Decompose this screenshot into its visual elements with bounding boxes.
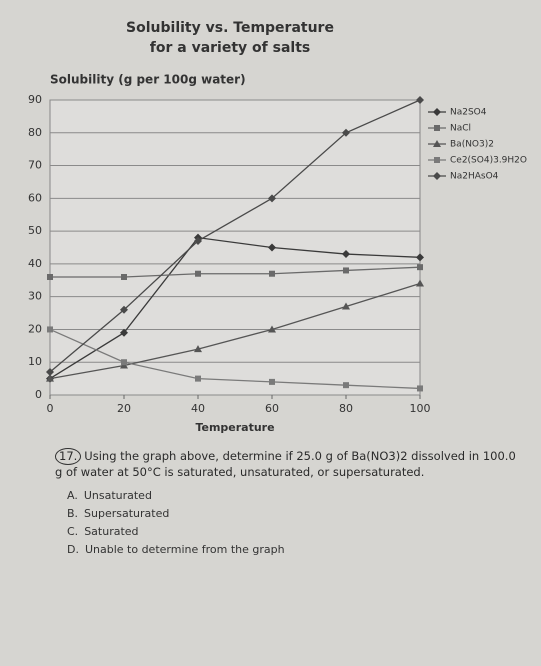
option[interactable]: C. Saturated bbox=[55, 524, 525, 539]
marker bbox=[195, 375, 201, 382]
marker bbox=[47, 274, 53, 280]
marker bbox=[417, 264, 423, 271]
option-text: Supersaturated bbox=[84, 507, 170, 520]
marker bbox=[268, 243, 276, 252]
marker bbox=[343, 382, 349, 389]
x-tick-label: 60 bbox=[265, 402, 279, 415]
plot-area bbox=[49, 99, 421, 396]
marker bbox=[46, 374, 54, 382]
marker bbox=[121, 359, 127, 366]
option[interactable]: B. Supersaturated bbox=[55, 506, 525, 521]
y-tick-label: 0 bbox=[35, 388, 42, 401]
x-tick-label: 100 bbox=[410, 402, 431, 415]
marker bbox=[268, 325, 276, 333]
legend-label: NaCl bbox=[450, 124, 471, 134]
marker bbox=[268, 194, 276, 203]
legend-label: Ce2(SO4)3.9H2O bbox=[450, 156, 527, 166]
option-letter: B. bbox=[67, 507, 79, 520]
series-line bbox=[50, 266, 421, 278]
marker bbox=[47, 326, 53, 333]
marker bbox=[434, 157, 440, 163]
y-axis-label: Solubility (g per 100g water) bbox=[50, 73, 246, 87]
marker bbox=[195, 270, 201, 277]
option-letter: C. bbox=[67, 525, 79, 538]
x-tick-label: 0 bbox=[47, 402, 54, 415]
option-letter: A. bbox=[67, 489, 78, 502]
x-tick-label: 20 bbox=[117, 402, 131, 415]
marker bbox=[46, 368, 54, 377]
option-text: Unable to determine from the graph bbox=[84, 543, 285, 556]
option-text: Saturated bbox=[84, 525, 139, 538]
marker bbox=[416, 96, 424, 104]
y-tick-label: 30 bbox=[28, 290, 42, 303]
chart-title: Solubility vs. Temperature bbox=[126, 20, 334, 36]
marker bbox=[342, 128, 350, 137]
marker bbox=[120, 305, 128, 314]
marker bbox=[343, 267, 349, 274]
legend-label: Na2HAsO4 bbox=[450, 172, 499, 182]
option-letter: D. bbox=[67, 543, 79, 556]
y-tick-label: 40 bbox=[28, 257, 42, 270]
series-line bbox=[49, 99, 421, 373]
chart: Solubility vs. Temperature for a variety… bbox=[28, 20, 527, 434]
option[interactable]: D. Unable to determine from the graph bbox=[55, 542, 525, 557]
marker bbox=[121, 274, 127, 280]
marker bbox=[269, 378, 275, 385]
legend-label: Na2SO4 bbox=[450, 108, 487, 118]
marker bbox=[433, 140, 441, 147]
y-tick-label: 70 bbox=[28, 159, 42, 172]
series-line bbox=[49, 328, 421, 390]
x-tick-label: 80 bbox=[339, 402, 353, 415]
marker bbox=[120, 328, 128, 337]
marker bbox=[433, 108, 441, 116]
marker bbox=[416, 279, 424, 287]
option[interactable]: A. Unsaturated bbox=[55, 488, 525, 503]
question-text: Using the graph above, determine if 25.0… bbox=[55, 449, 516, 479]
marker bbox=[416, 253, 424, 262]
y-tick-label: 50 bbox=[28, 224, 42, 237]
x-tick-label: 40 bbox=[191, 402, 205, 415]
x-axis-label: Temperature bbox=[195, 421, 274, 434]
y-tick-label: 90 bbox=[28, 93, 42, 106]
y-tick-label: 10 bbox=[28, 355, 42, 368]
question-number: 17. bbox=[55, 448, 82, 465]
legend-label: Ba(NO3)2 bbox=[450, 140, 494, 150]
y-tick-label: 80 bbox=[28, 126, 42, 139]
option-text: Unsaturated bbox=[83, 489, 152, 502]
marker bbox=[417, 385, 423, 392]
marker bbox=[342, 250, 350, 259]
marker bbox=[269, 270, 275, 277]
y-tick-label: 60 bbox=[28, 191, 42, 204]
marker bbox=[433, 172, 441, 180]
question: 17. Using the graph above, determine if 2… bbox=[55, 448, 525, 557]
series-line bbox=[49, 236, 421, 380]
marker bbox=[194, 236, 202, 245]
marker bbox=[434, 125, 440, 131]
marker bbox=[342, 302, 350, 310]
y-tick-label: 20 bbox=[28, 322, 42, 335]
marker bbox=[194, 345, 202, 353]
series-line bbox=[49, 282, 421, 380]
options: A. Unsaturated B. Supersaturated C. Saturated… bbox=[55, 488, 525, 557]
chart-title: for a variety of salts bbox=[150, 40, 310, 56]
